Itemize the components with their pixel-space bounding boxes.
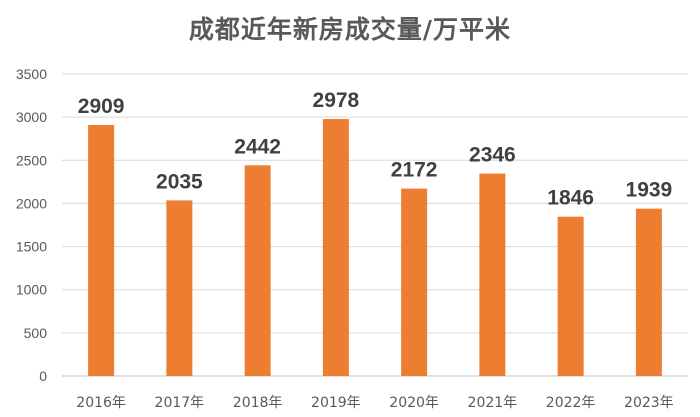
y-tick-label: 3500 [16, 66, 47, 82]
x-tick-label: 2021年 [468, 395, 518, 411]
y-tick-label: 2000 [16, 195, 47, 211]
data-label: 2442 [234, 135, 281, 158]
bar-2020年 [401, 188, 428, 376]
gridlines [62, 73, 688, 377]
y-tick-label: 1500 [16, 239, 47, 255]
x-tick-label: 2020年 [389, 395, 439, 411]
bar-2017年 [166, 200, 193, 376]
x-tick-label: 2018年 [233, 395, 283, 411]
x-tick-label: 2022年 [546, 395, 596, 411]
bar-2016年 [88, 124, 115, 376]
data-label: 2346 [469, 144, 516, 167]
chart-title: 成都近年新房成交量/万平米 [188, 15, 512, 44]
bar-2023年 [635, 208, 662, 376]
data-label: 2172 [391, 159, 438, 182]
bars [88, 119, 662, 377]
data-label: 2978 [313, 89, 360, 112]
x-axis: 2016年 2017年 2018年 2019年 2020年 2021年 2022年 2023年 [76, 395, 673, 411]
y-tick-label: 1000 [16, 282, 47, 298]
data-label: 2909 [78, 95, 125, 118]
y-tick-label: 500 [24, 325, 48, 341]
y-axis: 0 500 1000 1500 2000 2500 3000 3500 [16, 66, 47, 384]
bar-2019年 [322, 119, 349, 377]
bar-2022年 [557, 216, 584, 376]
data-label: 1939 [626, 179, 673, 202]
data-label: 2035 [156, 170, 203, 193]
x-tick-label: 2019年 [311, 395, 361, 411]
x-tick-label: 2016年 [76, 395, 126, 411]
x-tick-label: 2017年 [155, 395, 205, 411]
x-tick-label: 2023年 [624, 395, 674, 411]
y-tick-label: 0 [39, 368, 47, 384]
bar-2018年 [244, 165, 271, 376]
data-label: 1846 [547, 187, 594, 210]
y-tick-label: 3000 [16, 109, 47, 125]
y-tick-label: 2500 [16, 152, 47, 168]
bar-2021年 [479, 173, 506, 376]
data-labels: 2909 2035 2442 2978 2172 2346 1846 1939 [78, 89, 672, 210]
